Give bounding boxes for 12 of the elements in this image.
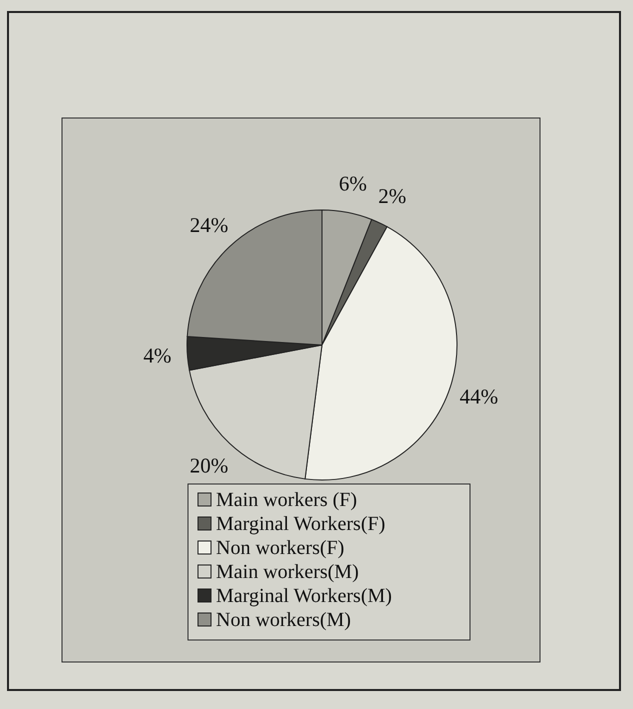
data-label: 44% <box>460 384 498 408</box>
data-label: 20% <box>190 454 228 478</box>
legend-label: Non workers(M) <box>216 609 351 631</box>
legend-label: Non workers(F) <box>216 537 344 559</box>
data-label: 24% <box>190 213 228 238</box>
data-label: 2% <box>378 184 406 208</box>
legend-label: Marginal Workers(F) <box>216 513 386 535</box>
legend-label: Marginal Workers(M) <box>216 585 392 607</box>
legend-label: Main workers (F) <box>216 489 358 511</box>
data-label: 4% <box>143 344 172 368</box>
legend-label: Main workers(M) <box>216 561 359 583</box>
data-label: 6% <box>338 171 367 196</box>
